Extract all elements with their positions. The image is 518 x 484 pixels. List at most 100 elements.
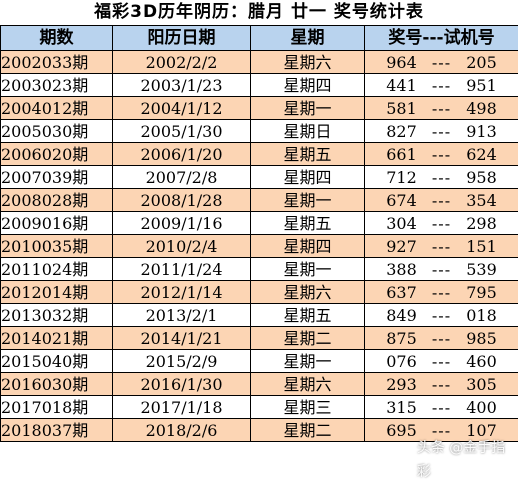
header-issue: 期数	[1, 26, 113, 51]
issue-cell: 2011024期	[1, 258, 113, 281]
test-number: 018	[462, 305, 502, 326]
numbers-cell: 076---460	[365, 350, 518, 373]
draw-number: 441	[382, 75, 422, 96]
numbers-cell: 964---205	[365, 51, 518, 74]
draw-number: 674	[382, 190, 422, 211]
header-date: 阳历日期	[113, 26, 251, 51]
test-number: 400	[462, 397, 502, 418]
draw-number: 695	[382, 420, 422, 441]
numbers-cell: 293---305	[365, 373, 518, 396]
weekday-cell: 星期一	[251, 189, 365, 212]
numbers-cell: 581---498	[365, 97, 518, 120]
weekday-cell: 星期日	[251, 120, 365, 143]
numbers-cell: 712---958	[365, 166, 518, 189]
date-cell: 2011/1/24	[113, 258, 251, 281]
issue-cell: 2008028期	[1, 189, 113, 212]
number-separator: ---	[422, 351, 462, 372]
numbers-cell: 661---624	[365, 143, 518, 166]
table-title: 福彩3D历年阴历：腊月 廿一 奖号统计表	[0, 0, 518, 25]
toutiao-logo-icon	[396, 451, 414, 469]
weekday-cell: 星期五	[251, 212, 365, 235]
weekday-cell: 星期六	[251, 51, 365, 74]
date-cell: 2017/1/18	[113, 396, 251, 419]
weekday-cell: 星期二	[251, 419, 365, 442]
number-separator: ---	[422, 397, 462, 418]
date-cell: 2007/2/8	[113, 166, 251, 189]
draw-number: 661	[382, 144, 422, 165]
issue-cell: 2002033期	[1, 51, 113, 74]
draw-number: 927	[382, 236, 422, 257]
draw-number: 827	[382, 121, 422, 142]
weekday-cell: 星期四	[251, 235, 365, 258]
weekday-cell: 星期二	[251, 327, 365, 350]
numbers-cell: 304---298	[365, 212, 518, 235]
numbers-cell: 849---018	[365, 304, 518, 327]
date-cell: 2014/1/21	[113, 327, 251, 350]
number-separator: ---	[422, 213, 462, 234]
watermark-text: 头条 @金手指彩	[417, 436, 518, 484]
issue-cell: 2018037期	[1, 419, 113, 442]
weekday-cell: 星期四	[251, 166, 365, 189]
issue-cell: 2010035期	[1, 235, 113, 258]
date-cell: 2015/2/9	[113, 350, 251, 373]
number-separator: ---	[422, 98, 462, 119]
numbers-cell: 315---400	[365, 396, 518, 419]
header-numbers: 奖号---试机号	[365, 26, 518, 51]
test-number: 958	[462, 167, 502, 188]
numbers-cell: 637---795	[365, 281, 518, 304]
test-number: 298	[462, 213, 502, 234]
number-separator: ---	[422, 328, 462, 349]
issue-cell: 2012014期	[1, 281, 113, 304]
weekday-cell: 星期四	[251, 74, 365, 97]
number-separator: ---	[422, 236, 462, 257]
weekday-cell: 星期一	[251, 350, 365, 373]
header-weekday: 星期	[251, 26, 365, 51]
issue-cell: 2007039期	[1, 166, 113, 189]
issue-cell: 2009016期	[1, 212, 113, 235]
test-number: 305	[462, 374, 502, 395]
number-separator: ---	[422, 190, 462, 211]
number-separator: ---	[422, 144, 462, 165]
weekday-cell: 星期一	[251, 97, 365, 120]
draw-number: 076	[382, 351, 422, 372]
numbers-cell: 674---354	[365, 189, 518, 212]
issue-cell: 2003023期	[1, 74, 113, 97]
test-number: 985	[462, 328, 502, 349]
draw-number: 293	[382, 374, 422, 395]
number-separator: ---	[422, 75, 462, 96]
header-row: 期数 阳历日期 星期 奖号---试机号	[1, 26, 518, 51]
issue-cell: 2016030期	[1, 373, 113, 396]
draw-number: 849	[382, 305, 422, 326]
draw-number: 388	[382, 259, 422, 280]
test-number: 498	[462, 98, 502, 119]
numbers-cell: 441---951	[365, 74, 518, 97]
draw-number: 304	[382, 213, 422, 234]
numbers-cell: 927---151	[365, 235, 518, 258]
draw-number: 315	[382, 397, 422, 418]
test-number: 624	[462, 144, 502, 165]
issue-cell: 2017018期	[1, 396, 113, 419]
date-cell: 2006/1/20	[113, 143, 251, 166]
issue-cell: 2014021期	[1, 327, 113, 350]
date-cell: 2003/1/23	[113, 74, 251, 97]
number-separator: ---	[422, 374, 462, 395]
issue-cell: 2006020期	[1, 143, 113, 166]
numbers-cell: 875---985	[365, 327, 518, 350]
draw-number: 712	[382, 167, 422, 188]
number-separator: ---	[422, 121, 462, 142]
